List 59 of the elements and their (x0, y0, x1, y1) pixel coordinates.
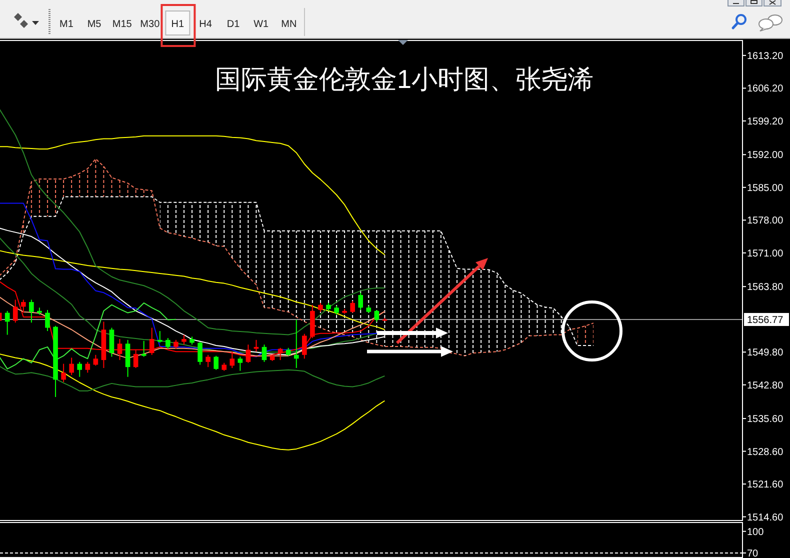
y-tick-label: 1528.60 (747, 446, 784, 458)
candlestick (214, 355, 219, 370)
y-tick-label: 1535.60 (747, 414, 784, 426)
y-tick-label: 100 (747, 526, 764, 538)
candlestick (294, 319, 299, 368)
line-series (0, 135, 386, 256)
text: M15 (112, 19, 132, 30)
text: M30 (140, 19, 160, 30)
candlestick (141, 340, 146, 358)
text: W1 (254, 19, 270, 30)
candlestick (166, 338, 170, 350)
text: D1 (226, 19, 240, 30)
candlestick (238, 356, 243, 372)
candlestick (109, 327, 114, 358)
candlestick (12, 299, 18, 324)
y-tick-label: 1585.00 (747, 182, 784, 194)
y-tick-label: 1563.80 (747, 282, 784, 294)
y-tick-label: 1549.80 (747, 348, 784, 359)
line-series (0, 108, 386, 336)
y-tick-label: 1613.20 (747, 50, 784, 62)
candlestick (61, 363, 66, 383)
candlestick (374, 309, 380, 322)
y-tick-label: 1514.60 (747, 512, 784, 524)
y-tick-label: 70 (747, 548, 759, 558)
candlestick (358, 292, 364, 310)
candlestick (29, 299, 34, 324)
candlestick (350, 300, 355, 314)
y-tick-label: 1599.20 (747, 116, 784, 128)
candlestick (69, 357, 74, 376)
candlestick (20, 299, 26, 314)
y-tick-label: 1578.00 (747, 216, 784, 227)
candlestick (262, 344, 267, 362)
y-tick-label: 1592.00 (747, 150, 784, 162)
candlestick (85, 361, 90, 374)
candlestick (206, 354, 210, 368)
text: M1 (60, 19, 74, 30)
text: MN (281, 19, 297, 30)
text: H4 (199, 19, 212, 30)
candlestick (182, 334, 186, 346)
line-series (0, 353, 386, 450)
y-tick-label: 1542.80 (747, 380, 784, 392)
text: M5 (87, 19, 102, 30)
candlestick (254, 339, 259, 352)
candlestick (198, 341, 202, 366)
y-tick-label: 1606.20 (747, 84, 784, 95)
candlestick (125, 339, 130, 378)
line-series (0, 366, 386, 392)
text: H1 (171, 19, 185, 30)
candlestick (45, 309, 50, 332)
y-tick-label: 1521.60 (747, 480, 784, 491)
candlestick (4, 310, 10, 336)
y-tick-label: 1571.00 (747, 248, 784, 260)
candlestick (157, 330, 162, 344)
line-series (0, 250, 386, 330)
candlestick (93, 354, 98, 366)
line-series (0, 302, 176, 370)
ref-line-label: 1556.77 (747, 314, 784, 326)
candlestick (77, 361, 82, 378)
text: 国际黄金伦敦金1小时图、张尧浠 (215, 64, 594, 94)
